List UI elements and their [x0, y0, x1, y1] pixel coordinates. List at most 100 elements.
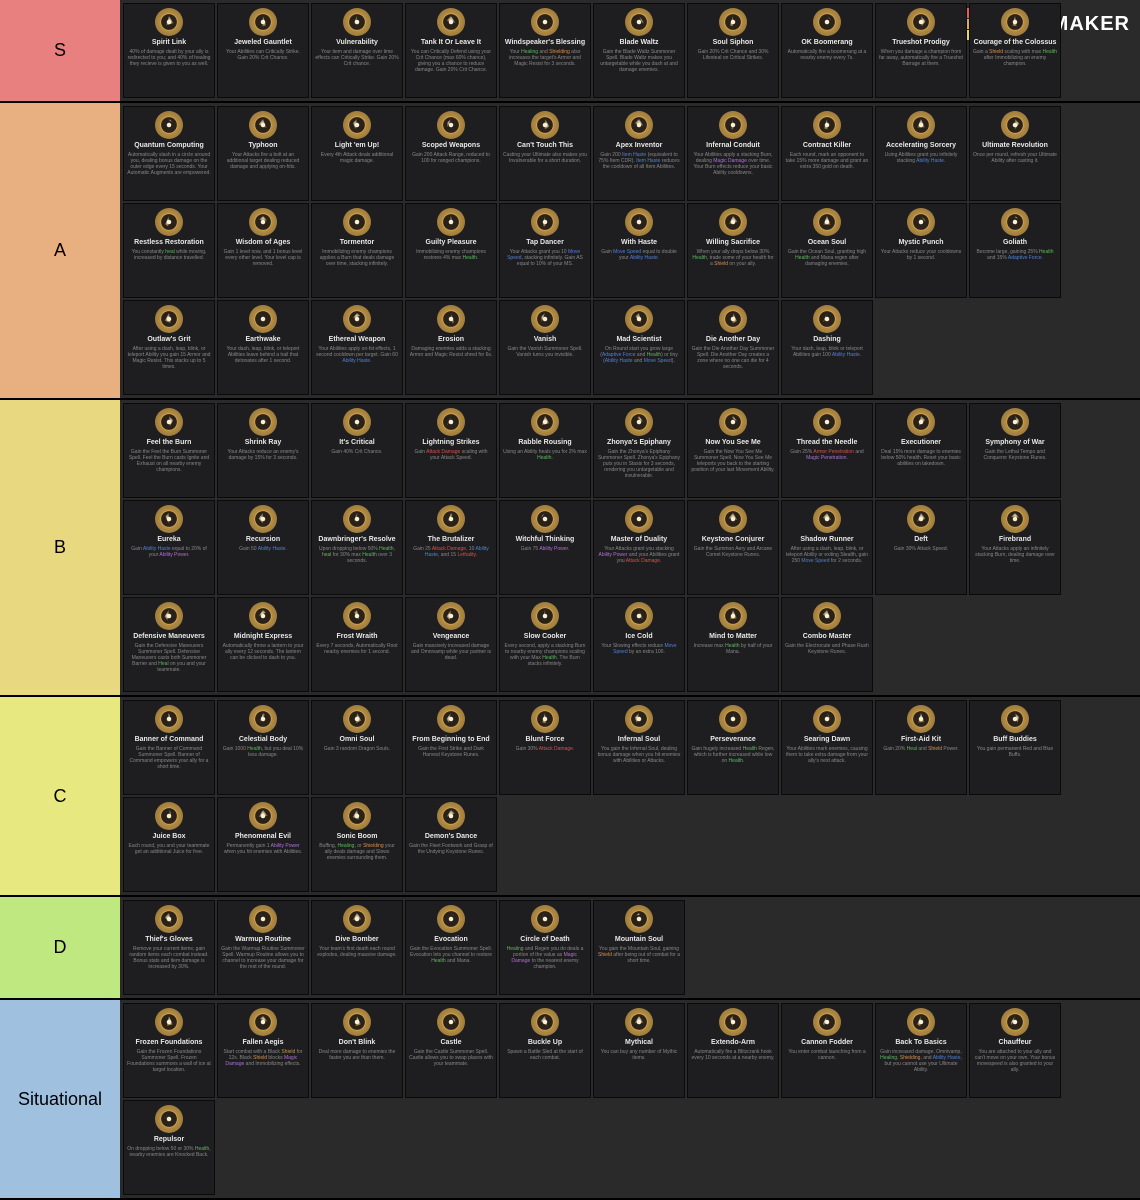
ability-card[interactable]: Slow CookerEvery second, apply a stackin… — [499, 597, 591, 692]
ability-card[interactable]: Dive BomberYour team's first death each … — [311, 900, 403, 995]
ability-card[interactable]: Now You See MeGain the Now You See Me Su… — [687, 403, 779, 498]
ability-card[interactable]: Apex InventorGain 200 Item Haste (equiva… — [593, 106, 685, 201]
ability-card[interactable]: VulnerabilityYour item and damage over t… — [311, 3, 403, 98]
ability-card[interactable]: Fallen AegisStart combat with a Black Sh… — [217, 1003, 309, 1098]
ability-card[interactable]: VengeanceGain massively increased damage… — [405, 597, 497, 692]
ability-card[interactable]: Celestial BodyGain 1000 Health, but you … — [217, 700, 309, 795]
ability-card[interactable]: Frost WraithEvery 7 seconds, Automatical… — [311, 597, 403, 692]
ability-card[interactable]: Restless RestorationYou constantly heal … — [123, 203, 215, 298]
ability-card[interactable]: Wisdom of AgesGain 1 level now, and 1 bo… — [217, 203, 309, 298]
ability-card[interactable]: Feel the BurnGain the Feel the Burn Summ… — [123, 403, 215, 498]
ability-card[interactable]: PerseveranceGain hugely increased Health… — [687, 700, 779, 795]
ability-card[interactable]: Blunt ForceGain 30% Attack Damage. — [499, 700, 591, 795]
ability-card[interactable]: FirebrandYour Attacks apply an infinitel… — [969, 500, 1061, 595]
ability-card[interactable]: Courage of the ColossusGain a Shield sca… — [969, 3, 1061, 98]
ability-card[interactable]: RepulsorOn dropping below 50 or 30% Heal… — [123, 1100, 215, 1195]
ability-card[interactable]: First-Aid KitGain 20% Heal and Shield Po… — [875, 700, 967, 795]
ability-card[interactable]: Light 'em Up!Every 4th Attack deals addi… — [311, 106, 403, 201]
ability-card[interactable]: Searing DawnYour Abilities mark enemies,… — [781, 700, 873, 795]
ability-card[interactable]: Witchful ThinkingGain 75 Ability Power. — [499, 500, 591, 595]
ability-card[interactable]: Lightning StrikesGain Attack Damage scal… — [405, 403, 497, 498]
ability-card[interactable]: Demon's DanceGain the Fleet Footwork and… — [405, 797, 497, 892]
ability-card[interactable]: Banner of CommandGain the Banner of Comm… — [123, 700, 215, 795]
ability-card[interactable]: Outlaw's GritAfter using a dash, leap, b… — [123, 300, 215, 395]
ability-card[interactable]: TormentorImmobilizing enemy champions ap… — [311, 203, 403, 298]
ability-card[interactable]: Guilty PleasureImmobilizing enemy champi… — [405, 203, 497, 298]
ability-card[interactable]: Tap DancerYour Attacks grant you 10 Move… — [499, 203, 591, 298]
ability-card[interactable]: Back To BasicsGain increased damage, Omn… — [875, 1003, 967, 1098]
ability-card[interactable]: The BrutalizerGain 25 Attack Damage, 10 … — [405, 500, 497, 595]
ability-card[interactable]: Buff BuddiesYou gain permanent Red and B… — [969, 700, 1061, 795]
ability-card[interactable]: Contract KillerEach round, mark an oppon… — [781, 106, 873, 201]
ability-card[interactable]: Spirit Link40% of damage dealt by your a… — [123, 3, 215, 98]
ability-card[interactable]: EarthwakeYour dash, leap, blink, or tele… — [217, 300, 309, 395]
ability-card[interactable]: Buckle UpSpawn a Battle Sled at the star… — [499, 1003, 591, 1098]
ability-card[interactable]: ErosionDamaging enemies adds a stacking … — [405, 300, 497, 395]
ability-card[interactable]: Shadow RunnerAfter using a dash, leap, b… — [781, 500, 873, 595]
ability-card[interactable]: Cannon FodderYou enter combat launching … — [781, 1003, 873, 1098]
ability-card[interactable]: Die Another DayGain the Die Another Day … — [687, 300, 779, 395]
ability-card[interactable]: Zhonya's EpiphanyGain the Zhonya's Epiph… — [593, 403, 685, 498]
ability-card[interactable]: Frozen FoundationsGain the Frozen Founda… — [123, 1003, 215, 1098]
ability-card[interactable]: Extendo-ArmAutomatically fire a Blitzcra… — [687, 1003, 779, 1098]
ability-card[interactable]: Phenomenal EvilPermanently gain 1 Abilit… — [217, 797, 309, 892]
ability-card[interactable]: Scoped WeaponsGain 200 Attack Range, red… — [405, 106, 497, 201]
ability-card[interactable]: Mad ScientistOn Round start you grow lar… — [593, 300, 685, 395]
ability-card[interactable]: Tank It Or Leave ItYou can Critically De… — [405, 3, 497, 98]
ability-card[interactable]: Jeweled GauntletYour Abilities can Criti… — [217, 3, 309, 98]
ability-card[interactable]: RecursionGain 50 Ability Haste. — [217, 500, 309, 595]
ability-card[interactable]: Master of DualityYour Attacks grant you … — [593, 500, 685, 595]
ability-card[interactable]: EvocationGain the Evocation Summoner Spe… — [405, 900, 497, 995]
apex-icon — [625, 111, 653, 139]
ability-card[interactable]: Midnight ExpressAutomatically throw a la… — [217, 597, 309, 692]
ability-card[interactable]: From Beginning to EndGain the First Stri… — [405, 700, 497, 795]
ability-card[interactable]: Keystone ConjurerGain the Summon Aery an… — [687, 500, 779, 595]
ability-card[interactable]: Circle of DeathHealing and Regen you do … — [499, 900, 591, 995]
ability-card[interactable]: ExecutionerDeal 15% more damage to enemi… — [875, 403, 967, 498]
ability-card[interactable]: Mystic PunchYour Attacks reduce your coo… — [875, 203, 967, 298]
ability-card[interactable]: Soul SiphonGain 20% Crit Chance and 30% … — [687, 3, 779, 98]
ability-card[interactable]: VanishGain the Vanish Summoner Spell. Va… — [499, 300, 591, 395]
ability-card[interactable]: Trueshot ProdigyWhen you damage a champi… — [875, 3, 967, 98]
ability-card[interactable]: Sonic BoomBuffing, Healing, or Shielding… — [311, 797, 403, 892]
ability-card[interactable]: Symphony of WarGain the Lethal Tempo and… — [969, 403, 1061, 498]
ability-card[interactable]: With HasteGain Move Speed equal to doubl… — [593, 203, 685, 298]
ability-card[interactable]: MythicalYou can buy any number of Mythic… — [593, 1003, 685, 1098]
ability-card[interactable]: Defensive ManeuversGain the Defensive Ma… — [123, 597, 215, 692]
ability-card[interactable]: EurekaGain Ability Haste equal to 20% of… — [123, 500, 215, 595]
ability-card[interactable]: Shrink RayYour Attacks reduce an enemy's… — [217, 403, 309, 498]
ability-card[interactable]: Don't BlinkDeal more damage to enemies t… — [311, 1003, 403, 1098]
ability-card[interactable]: GoliathBecome large, gaining 25% Health … — [969, 203, 1061, 298]
ability-card[interactable]: DashingYour dash, leap, blink or telepor… — [781, 300, 873, 395]
ability-card[interactable]: Omni SoulGain 3 random Dragon Souls. — [311, 700, 403, 795]
ability-card[interactable]: Dawnbringer's ResolveUpon dropping below… — [311, 500, 403, 595]
ability-card[interactable]: Thread the NeedleGain 25% Armor Penetrat… — [781, 403, 873, 498]
ability-card[interactable]: Mountain SoulYou gain the Mountain Soul,… — [593, 900, 685, 995]
ability-card[interactable]: Quantum ComputingAutomatically slash in … — [123, 106, 215, 201]
card-description: When you damage a champion from far away… — [879, 49, 963, 67]
ability-card[interactable]: Can't Touch ThisCasting your Ultimate al… — [499, 106, 591, 201]
ability-card[interactable]: ChauffeurYou are attached to your ally a… — [969, 1003, 1061, 1098]
ability-card[interactable]: CastleGain the Castle Summoner Spell. Ca… — [405, 1003, 497, 1098]
ability-card[interactable]: Accelerating SorceryUsing Abilities gran… — [875, 106, 967, 201]
ability-card[interactable]: Ocean SoulGain the Ocean Soul, granting … — [781, 203, 873, 298]
ability-card[interactable]: Mind to MatterIncrease max Health by hal… — [687, 597, 779, 692]
ability-card[interactable]: Warmup RoutineGain the Warmup Routine Su… — [217, 900, 309, 995]
card-description: Gain 30% Attack Speed. — [894, 546, 948, 552]
ability-card[interactable]: Windspeaker's BlessingYour Healing and S… — [499, 3, 591, 98]
ability-card[interactable]: Rabble RousingUsing an Ability heals you… — [499, 403, 591, 498]
ability-card[interactable]: OK BoomerangAutomatically fire a boomera… — [781, 3, 873, 98]
ability-card[interactable]: It's CriticalGain 40% Crit Chance. — [311, 403, 403, 498]
ability-card[interactable]: Blade WaltzGain the Blade Waltz Summoner… — [593, 3, 685, 98]
ability-card[interactable]: Ultimate RevolutionOnce per round, refre… — [969, 106, 1061, 201]
ability-card[interactable]: Ethereal WeaponYour Abilities apply on-h… — [311, 300, 403, 395]
ability-card[interactable]: Infernal SoulYou gain the Infernal Soul,… — [593, 700, 685, 795]
ability-card[interactable]: Ice ColdYour Slowing effects reduce Move… — [593, 597, 685, 692]
ability-card[interactable]: Infernal ConduitYour Abilities apply a s… — [687, 106, 779, 201]
ability-card[interactable]: DeftGain 30% Attack Speed. — [875, 500, 967, 595]
ability-card[interactable]: Thief's GlovesRemove your current items;… — [123, 900, 215, 995]
ability-card[interactable]: Juice BoxEach round, you and your teamma… — [123, 797, 215, 892]
ability-card[interactable]: TyphoonYour Attacks fire a bolt at an ad… — [217, 106, 309, 201]
ability-card[interactable]: Combo MasterGain the Electrocute and Pha… — [781, 597, 873, 692]
ability-card[interactable]: Willing SacrificeWhen your ally drops be… — [687, 203, 779, 298]
